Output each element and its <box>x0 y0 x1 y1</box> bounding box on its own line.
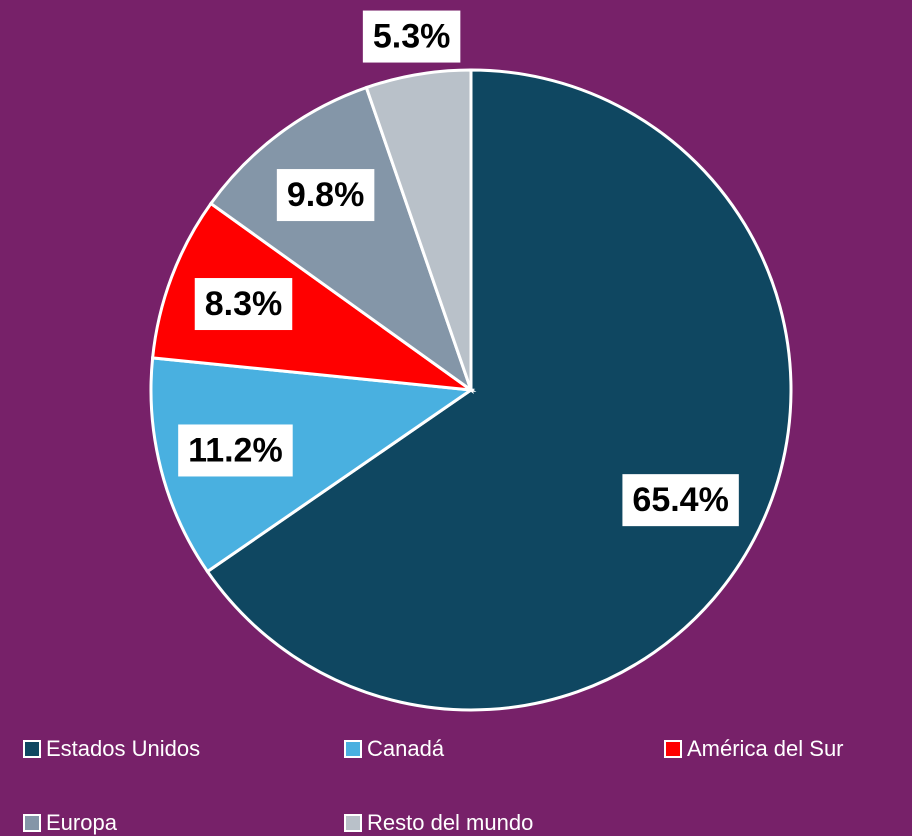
data-label-box <box>178 424 293 477</box>
legend-swatch <box>344 814 362 832</box>
data-label-text: 9.8% <box>287 176 365 214</box>
legend-swatch <box>23 814 41 832</box>
data-label-text: 65.4% <box>632 481 728 519</box>
legend-swatch <box>664 740 682 758</box>
pie-slice <box>205 68 793 712</box>
legend-label: América del Sur <box>687 736 844 761</box>
data-label-box <box>362 10 461 63</box>
pie-slice <box>150 201 477 393</box>
pie-slice <box>149 356 476 574</box>
data-label-text: 11.2% <box>188 431 283 469</box>
data-label-text: 5.3% <box>373 18 451 56</box>
data-label: 65.4% <box>622 474 739 527</box>
legend-label: Canadá <box>367 736 445 761</box>
legend-label: Estados Unidos <box>46 736 200 761</box>
pie-slice <box>364 68 473 391</box>
pie-slice <box>208 85 474 394</box>
data-label: 9.8% <box>276 169 375 222</box>
data-label-text: 8.3% <box>205 285 283 323</box>
legend-label: Europa <box>46 810 118 835</box>
data-label: 11.2% <box>178 424 293 477</box>
data-label-box <box>276 169 375 222</box>
data-label: 5.3% <box>362 10 461 63</box>
data-label-box <box>194 278 293 331</box>
data-label: 8.3% <box>194 278 293 331</box>
legend-label: Resto del mundo <box>367 810 533 835</box>
data-label-box <box>622 474 739 527</box>
legend-swatch <box>23 740 41 758</box>
legend-swatch <box>344 740 362 758</box>
